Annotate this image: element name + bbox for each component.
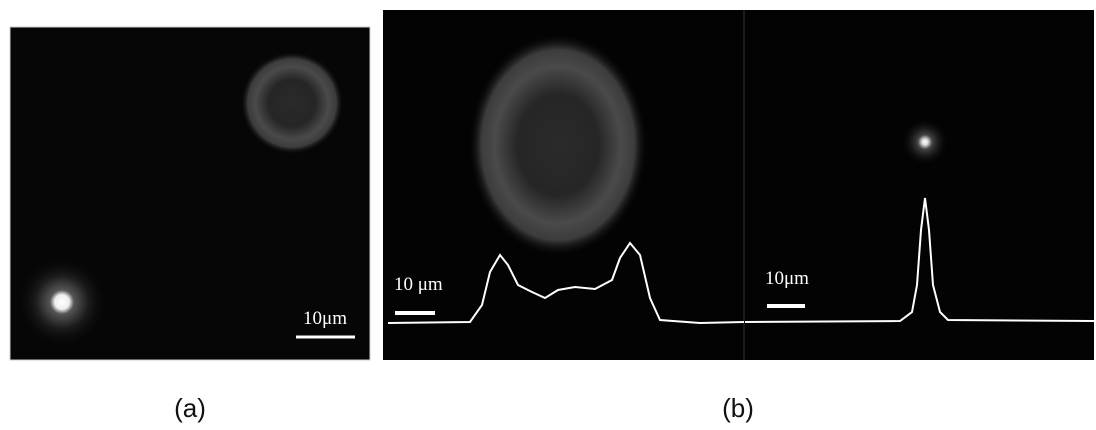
intensity-profile xyxy=(744,197,1095,323)
spot xyxy=(14,254,110,350)
scale-bar-label: 10μm xyxy=(765,268,809,289)
ring xyxy=(468,33,648,257)
intensity-profile xyxy=(387,241,745,325)
panel-a: 10μm xyxy=(9,26,371,361)
ring xyxy=(240,51,344,155)
caption: (a) xyxy=(174,393,206,423)
scale-bar-label: 10μm xyxy=(303,308,347,329)
spot xyxy=(901,118,949,166)
panel-b: 10 μm 10μm xyxy=(383,10,1095,360)
caption: (b) xyxy=(722,393,754,423)
scale-bar-label: 10 μm xyxy=(394,274,443,295)
